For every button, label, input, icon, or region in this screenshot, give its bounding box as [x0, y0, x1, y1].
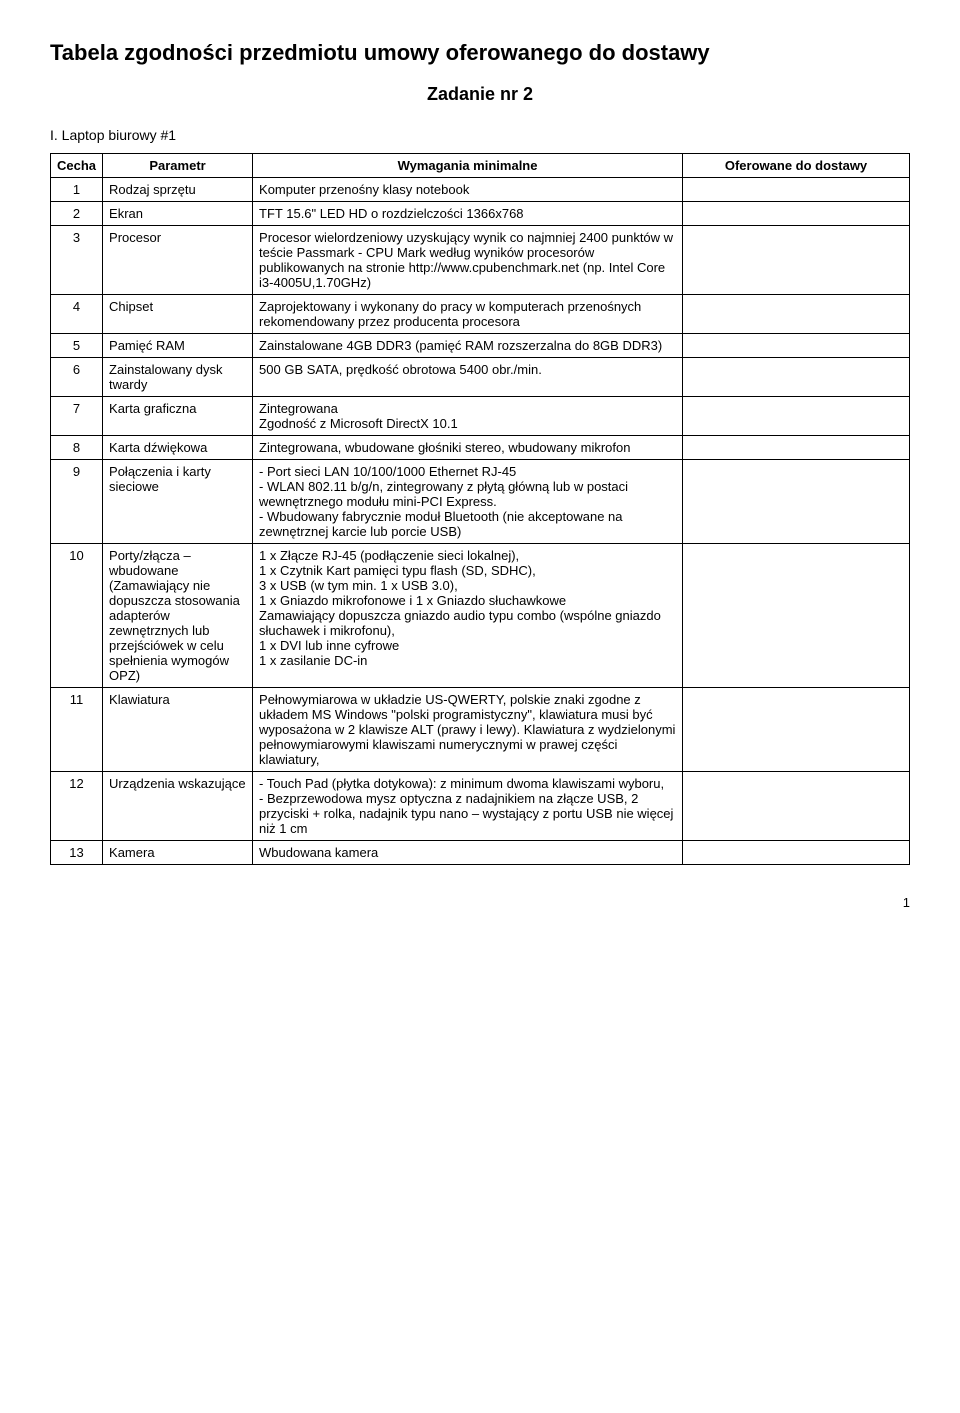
cell-offer	[683, 178, 910, 202]
cell-offer	[683, 544, 910, 688]
cell-num: 5	[51, 334, 103, 358]
cell-num: 13	[51, 841, 103, 865]
cell-num: 3	[51, 226, 103, 295]
compliance-table: Cecha Parametr Wymagania minimalne Ofero…	[50, 153, 910, 865]
header-parametr: Parametr	[103, 154, 253, 178]
cell-num: 1	[51, 178, 103, 202]
cell-offer	[683, 295, 910, 334]
cell-req: 500 GB SATA, prędkość obrotowa 5400 obr.…	[253, 358, 683, 397]
cell-req: - Touch Pad (płytka dotykowa): z minimum…	[253, 772, 683, 841]
cell-req: Zaprojektowany i wykonany do pracy w kom…	[253, 295, 683, 334]
cell-req: Procesor wielordzeniowy uzyskujący wynik…	[253, 226, 683, 295]
table-row: 3ProcesorProcesor wielordzeniowy uzyskuj…	[51, 226, 910, 295]
cell-num: 11	[51, 688, 103, 772]
table-header-row: Cecha Parametr Wymagania minimalne Ofero…	[51, 154, 910, 178]
header-oferowane: Oferowane do dostawy	[683, 154, 910, 178]
cell-req: Zainstalowane 4GB DDR3 (pamięć RAM rozsz…	[253, 334, 683, 358]
cell-req: - Port sieci LAN 10/100/1000 Ethernet RJ…	[253, 460, 683, 544]
cell-offer	[683, 772, 910, 841]
table-row: 2EkranTFT 15.6" LED HD o rozdzielczości …	[51, 202, 910, 226]
cell-req: Zintegrowana Zgodność z Microsoft Direct…	[253, 397, 683, 436]
table-row: 12Urządzenia wskazujące- Touch Pad (płyt…	[51, 772, 910, 841]
table-row: 10Porty/złącza – wbudowane (Zamawiający …	[51, 544, 910, 688]
cell-req: Pełnowymiarowa w układzie US-QWERTY, pol…	[253, 688, 683, 772]
cell-num: 4	[51, 295, 103, 334]
cell-param: Porty/złącza – wbudowane (Zamawiający ni…	[103, 544, 253, 688]
cell-offer	[683, 358, 910, 397]
cell-req: Wbudowana kamera	[253, 841, 683, 865]
cell-req: Zintegrowana, wbudowane głośniki stereo,…	[253, 436, 683, 460]
cell-param: Połączenia i karty sieciowe	[103, 460, 253, 544]
cell-offer	[683, 841, 910, 865]
section-label: I. Laptop biurowy #1	[50, 127, 910, 143]
cell-param: Kamera	[103, 841, 253, 865]
cell-param: Rodzaj sprzętu	[103, 178, 253, 202]
cell-param: Karta dźwiękowa	[103, 436, 253, 460]
table-row: 11KlawiaturaPełnowymiarowa w układzie US…	[51, 688, 910, 772]
cell-offer	[683, 226, 910, 295]
cell-num: 12	[51, 772, 103, 841]
page-number: 1	[50, 895, 910, 910]
cell-num: 8	[51, 436, 103, 460]
page-title: Tabela zgodności przedmiotu umowy oferow…	[50, 40, 910, 66]
cell-param: Procesor	[103, 226, 253, 295]
cell-param: Pamięć RAM	[103, 334, 253, 358]
table-row: 4ChipsetZaprojektowany i wykonany do pra…	[51, 295, 910, 334]
cell-offer	[683, 202, 910, 226]
cell-num: 9	[51, 460, 103, 544]
cell-param: Ekran	[103, 202, 253, 226]
cell-num: 2	[51, 202, 103, 226]
header-cecha: Cecha	[51, 154, 103, 178]
cell-req: 1 x Złącze RJ-45 (podłączenie sieci loka…	[253, 544, 683, 688]
table-row: 6Zainstalowany dysk twardy500 GB SATA, p…	[51, 358, 910, 397]
table-row: 8Karta dźwiękowaZintegrowana, wbudowane …	[51, 436, 910, 460]
cell-num: 7	[51, 397, 103, 436]
table-row: 1Rodzaj sprzętuKomputer przenośny klasy …	[51, 178, 910, 202]
cell-offer	[683, 688, 910, 772]
cell-param: Klawiatura	[103, 688, 253, 772]
cell-param: Zainstalowany dysk twardy	[103, 358, 253, 397]
cell-offer	[683, 334, 910, 358]
cell-param: Karta graficzna	[103, 397, 253, 436]
cell-param: Chipset	[103, 295, 253, 334]
cell-param: Urządzenia wskazujące	[103, 772, 253, 841]
table-row: 9Połączenia i karty sieciowe- Port sieci…	[51, 460, 910, 544]
cell-req: TFT 15.6" LED HD o rozdzielczości 1366x7…	[253, 202, 683, 226]
cell-offer	[683, 436, 910, 460]
cell-offer	[683, 397, 910, 436]
cell-offer	[683, 460, 910, 544]
cell-num: 6	[51, 358, 103, 397]
table-row: 7Karta graficznaZintegrowana Zgodność z …	[51, 397, 910, 436]
cell-num: 10	[51, 544, 103, 688]
table-row: 13KameraWbudowana kamera	[51, 841, 910, 865]
table-row: 5Pamięć RAMZainstalowane 4GB DDR3 (pamię…	[51, 334, 910, 358]
cell-req: Komputer przenośny klasy notebook	[253, 178, 683, 202]
page-subtitle: Zadanie nr 2	[50, 84, 910, 105]
header-wymagania: Wymagania minimalne	[253, 154, 683, 178]
